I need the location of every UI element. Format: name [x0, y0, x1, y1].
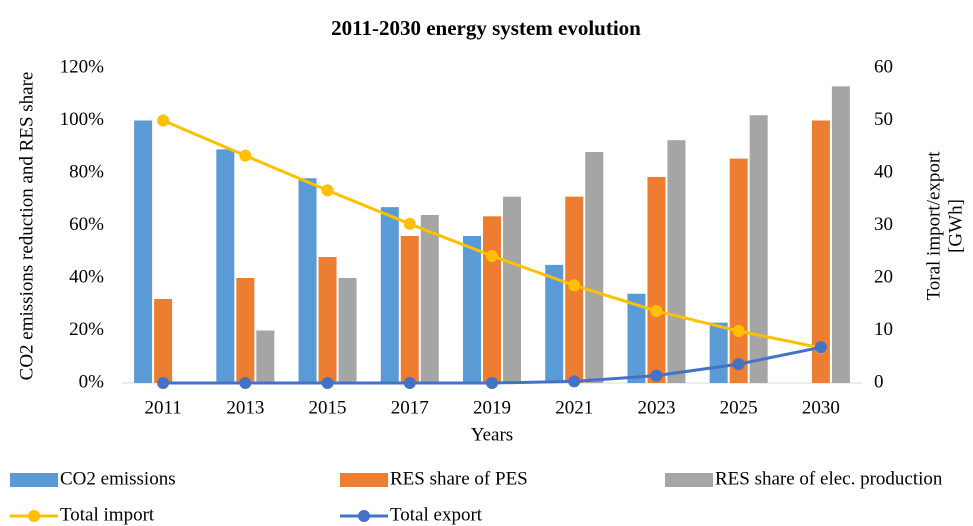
bar — [236, 278, 255, 383]
x-tick-label: 2025 — [720, 397, 758, 418]
x-tick-label: 2013 — [226, 397, 264, 418]
legend-swatch — [358, 510, 370, 522]
y-tick-label: 60% — [69, 214, 104, 235]
legend-swatch — [28, 510, 40, 522]
bar — [811, 120, 830, 383]
marker — [568, 375, 581, 388]
bar — [154, 299, 173, 383]
marker — [403, 377, 416, 389]
y2-tick-label: 10 — [874, 319, 893, 340]
legend-swatch — [10, 473, 58, 487]
legend-label: CO2 emissions — [60, 468, 176, 489]
bar — [338, 278, 357, 383]
marker — [732, 358, 745, 371]
y2-tick-label: 0 — [874, 371, 884, 392]
y-axis-label: CO2 emissions reduction and RES share — [16, 72, 37, 381]
y-tick-label: 0% — [79, 371, 105, 392]
bar — [400, 236, 419, 383]
y-tick-label: 80% — [69, 161, 104, 182]
marker — [486, 249, 498, 262]
legend-swatch — [665, 473, 713, 487]
bar — [420, 215, 439, 383]
marker — [568, 279, 581, 292]
y2-tick-label: 30 — [874, 214, 893, 235]
x-tick-label: 2017 — [391, 397, 429, 418]
bar — [380, 207, 399, 383]
y2-tick-label: 50 — [874, 109, 893, 130]
y-tick-label: 120% — [60, 56, 105, 77]
bar — [318, 257, 337, 383]
bar — [647, 176, 666, 383]
bar — [134, 120, 153, 383]
legend-label: Total import — [60, 504, 155, 525]
legend-label: Total export — [390, 504, 483, 525]
x-tick-label: 2021 — [555, 397, 593, 418]
marker — [239, 377, 252, 389]
bar — [585, 152, 604, 383]
legend-label: RES share of PES — [390, 468, 528, 489]
marker — [650, 369, 663, 382]
x-tick-label: 2015 — [309, 397, 347, 418]
marker — [403, 217, 416, 230]
marker — [157, 114, 170, 127]
bar — [298, 178, 317, 383]
bar — [216, 149, 235, 383]
x-tick-label: 2030 — [802, 397, 840, 418]
x-tick-label: 2023 — [637, 397, 675, 418]
marker — [486, 377, 498, 389]
marker — [732, 325, 745, 338]
marker — [321, 184, 334, 197]
marker — [814, 341, 827, 354]
y2-axis-label: [GWh] — [945, 199, 966, 253]
marker — [321, 377, 334, 389]
y2-axis-label: Toral import/export — [923, 151, 944, 301]
bar — [831, 86, 850, 383]
bar — [545, 264, 564, 383]
marker — [157, 377, 170, 389]
y2-tick-label: 40 — [874, 161, 893, 182]
chart-title: 2011-2030 energy system evolution — [331, 16, 641, 40]
legend-swatch — [340, 473, 388, 487]
marker — [239, 149, 252, 162]
bar — [729, 158, 748, 383]
y2-tick-label: 20 — [874, 266, 893, 287]
bar — [709, 322, 728, 383]
y-tick-label: 40% — [69, 266, 104, 287]
legend-label: RES share of elec. production — [715, 468, 943, 489]
y2-tick-label: 60 — [874, 56, 893, 77]
bar — [483, 216, 501, 383]
bar — [463, 236, 481, 383]
bar — [749, 115, 768, 383]
y-tick-label: 20% — [69, 319, 104, 340]
x-tick-label: 2019 — [473, 397, 511, 418]
y-tick-label: 100% — [60, 109, 105, 130]
marker — [650, 305, 663, 318]
bar — [256, 330, 275, 383]
x-tick-label: 2011 — [144, 397, 181, 418]
bar — [667, 140, 686, 383]
x-axis-label: Years — [471, 424, 513, 445]
bar — [627, 293, 646, 383]
bar — [503, 196, 521, 383]
